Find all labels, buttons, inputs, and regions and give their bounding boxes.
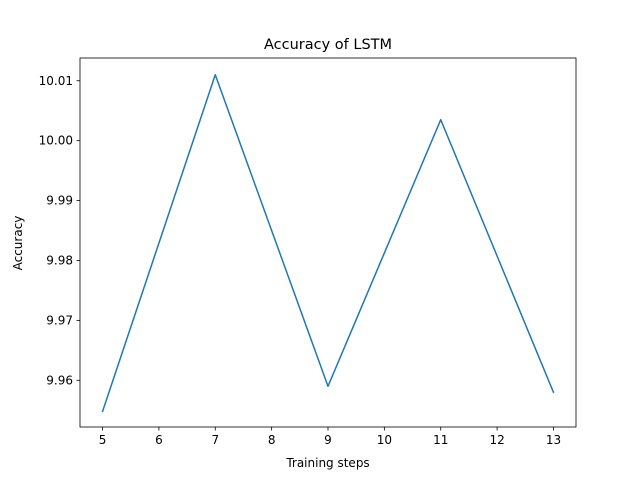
y-tick-label: 10.01 [39,74,73,88]
y-tick-label: 9.97 [46,313,73,327]
x-tick-label: 7 [211,433,219,447]
x-tick-label: 13 [546,433,561,447]
x-tick-label: 12 [489,433,504,447]
x-tick-label: 5 [99,433,107,447]
x-tick-label: 6 [155,433,163,447]
series-line-0 [101,74,555,413]
x-axis-title: Training steps [285,456,369,470]
y-tick-label: 9.96 [46,373,73,387]
y-tick-label: 9.99 [46,194,73,208]
x-tick-label: 10 [377,433,392,447]
chart-title: Accuracy of LSTM [264,37,392,53]
y-axis-title: Accuracy [11,216,25,271]
plot-area: 5 6 7 8 9 10 11 12 13 9.96 9.97 9.98 9.99 10.00 10.01 [39,57,577,447]
x-tick-label: 9 [324,433,332,447]
x-tick-label: 11 [433,433,448,447]
plot-frame [79,57,577,428]
x-tick-label: 8 [268,433,276,447]
y-tick-label: 10.00 [39,134,73,148]
y-tick-label: 9.98 [46,253,73,267]
